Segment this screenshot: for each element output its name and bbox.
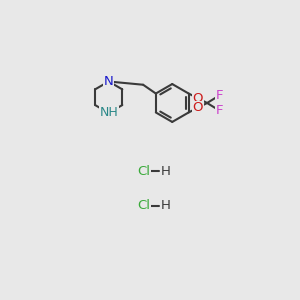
Text: Cl: Cl <box>137 199 151 212</box>
Text: O: O <box>193 92 203 105</box>
Text: N: N <box>104 75 114 88</box>
Text: Cl: Cl <box>137 165 151 178</box>
Text: H: H <box>160 199 170 212</box>
Text: F: F <box>215 89 223 102</box>
Text: F: F <box>215 104 223 117</box>
Text: O: O <box>193 101 203 114</box>
Text: H: H <box>160 165 170 178</box>
Text: NH: NH <box>99 106 118 119</box>
